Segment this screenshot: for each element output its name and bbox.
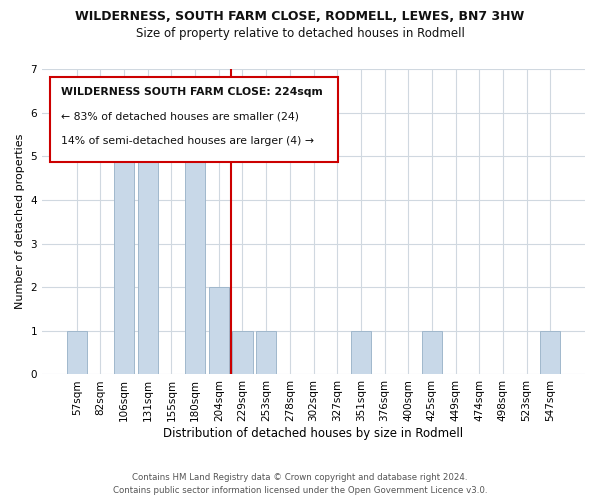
Bar [138,156,158,374]
Bar [209,287,229,374]
Bar [67,331,87,374]
Text: Size of property relative to detached houses in Rodmell: Size of property relative to detached ho… [136,28,464,40]
Text: WILDERNESS, SOUTH FARM CLOSE, RODMELL, LEWES, BN7 3HW: WILDERNESS, SOUTH FARM CLOSE, RODMELL, L… [76,10,524,23]
Bar [232,331,253,374]
Bar [351,331,371,374]
Y-axis label: Number of detached properties: Number of detached properties [15,134,25,310]
Bar [256,331,276,374]
Text: 14% of semi-detached houses are larger (4) →: 14% of semi-detached houses are larger (… [61,136,314,146]
Bar [422,331,442,374]
Text: Contains public sector information licensed under the Open Government Licence v3: Contains public sector information licen… [113,486,487,495]
Bar [540,331,560,374]
Bar [114,112,134,374]
Text: ← 83% of detached houses are smaller (24): ← 83% of detached houses are smaller (24… [61,112,299,122]
Text: WILDERNESS SOUTH FARM CLOSE: 224sqm: WILDERNESS SOUTH FARM CLOSE: 224sqm [61,88,323,98]
Text: Contains HM Land Registry data © Crown copyright and database right 2024.: Contains HM Land Registry data © Crown c… [132,472,468,482]
X-axis label: Distribution of detached houses by size in Rodmell: Distribution of detached houses by size … [163,427,464,440]
Bar [185,156,205,374]
FancyBboxPatch shape [50,76,338,162]
